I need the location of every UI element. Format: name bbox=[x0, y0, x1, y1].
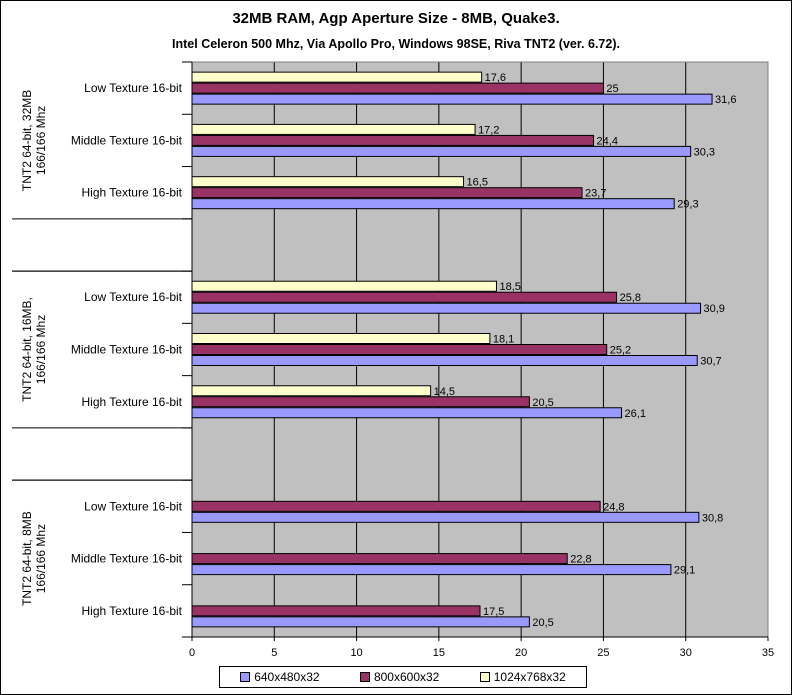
chart-legend: 640x480x32 800x600x32 1024x768x32 bbox=[219, 666, 587, 688]
data-label: 17,6 bbox=[485, 72, 506, 84]
group-label-line: TNT2 64-bit, 8MB bbox=[20, 511, 34, 606]
bar bbox=[191, 344, 608, 355]
data-label: 30,7 bbox=[700, 356, 721, 368]
x-tick-label: 20 bbox=[515, 647, 527, 659]
bar bbox=[191, 407, 623, 419]
data-label: 18,1 bbox=[493, 334, 514, 346]
data-label: 30,8 bbox=[702, 512, 723, 524]
x-tick-label: 30 bbox=[680, 647, 692, 659]
data-label: 16,5 bbox=[467, 177, 488, 189]
legend-label: 640x480x32 bbox=[254, 670, 320, 684]
category-label: High Texture 16-bit bbox=[82, 186, 183, 200]
bar bbox=[191, 511, 700, 523]
data-label: 31,6 bbox=[715, 94, 736, 106]
legend-label: 800x600x32 bbox=[373, 670, 440, 684]
bar bbox=[191, 333, 491, 344]
data-label: 17,2 bbox=[478, 124, 499, 136]
legend-item: 640x480x32 bbox=[240, 670, 320, 684]
category-label: High Texture 16-bit bbox=[82, 395, 183, 409]
legend-swatch bbox=[240, 672, 251, 682]
group-label: TNT2 64-bit, 16MB,166/166 Mhz bbox=[20, 297, 48, 402]
x-tick-label: 25 bbox=[597, 647, 609, 659]
group-label: TNT2 64-bit, 8MB166/166 Mhz bbox=[20, 511, 48, 606]
legend-swatch bbox=[479, 672, 490, 682]
data-label: 22,8 bbox=[570, 554, 591, 566]
group-label-line: 166/166 Mhz bbox=[34, 106, 48, 175]
bar bbox=[191, 134, 595, 146]
bar bbox=[191, 71, 483, 83]
bar bbox=[191, 82, 604, 94]
data-label: 26,1 bbox=[625, 408, 646, 420]
category-label: High Texture 16-bit bbox=[82, 604, 183, 618]
legend-item: 800x600x32 bbox=[359, 670, 440, 684]
x-tick-label: 10 bbox=[350, 647, 362, 659]
bar bbox=[191, 291, 618, 303]
data-label: 25 bbox=[606, 83, 618, 95]
data-label: 30,3 bbox=[694, 146, 715, 158]
data-label: 18,5 bbox=[499, 281, 520, 293]
data-label: 20,5 bbox=[532, 617, 553, 629]
bar bbox=[191, 187, 583, 199]
x-tick-label: 0 bbox=[189, 647, 195, 659]
chart-subtitle: Intel Celeron 500 Mhz, Via Apollo Pro, W… bbox=[172, 37, 620, 51]
category-label: Low Texture 16-bit bbox=[84, 499, 183, 513]
category-label: Middle Texture 16-bit bbox=[71, 552, 183, 566]
category-label: Middle Texture 16-bit bbox=[71, 133, 183, 147]
bar bbox=[191, 93, 713, 105]
x-tick-label: 5 bbox=[271, 647, 277, 659]
group-label-line: TNT2 64-bit, 32MB bbox=[20, 90, 34, 191]
legend-label: 1024x768x32 bbox=[493, 670, 566, 684]
data-label: 29,3 bbox=[677, 199, 698, 211]
group-label-line: TNT2 64-bit, 16MB, bbox=[20, 297, 34, 402]
bar bbox=[191, 123, 476, 135]
legend-item: 1024x768x32 bbox=[479, 670, 566, 684]
data-label: 14,5 bbox=[434, 386, 455, 398]
bar bbox=[191, 176, 465, 188]
x-tick-label: 15 bbox=[433, 647, 445, 659]
legend-swatch bbox=[359, 672, 370, 682]
data-label: 24,4 bbox=[597, 135, 618, 147]
data-label: 23,7 bbox=[585, 188, 606, 200]
data-label: 29,1 bbox=[674, 565, 695, 577]
category-label: Low Texture 16-bit bbox=[84, 81, 183, 95]
data-label: 24,8 bbox=[603, 501, 624, 513]
data-label: 30,9 bbox=[704, 303, 725, 315]
group-label: TNT2 64-bit, 32MB166/166 Mhz bbox=[20, 90, 48, 191]
bar bbox=[191, 500, 601, 512]
data-label: 17,5 bbox=[483, 606, 504, 618]
bar bbox=[191, 396, 530, 408]
bar bbox=[191, 302, 702, 314]
chart-title: 32MB RAM, Agp Aperture Size - 8MB, Quake… bbox=[232, 10, 560, 27]
bar bbox=[191, 605, 481, 617]
group-label-line: 166/166 Mhz bbox=[34, 524, 48, 593]
category-label: Middle Texture 16-bit bbox=[71, 343, 183, 357]
group-label-line: 166/166 Mhz bbox=[34, 315, 48, 384]
data-label: 25,2 bbox=[610, 345, 631, 357]
bar bbox=[191, 198, 675, 210]
bar bbox=[191, 616, 530, 628]
data-label: 25,8 bbox=[620, 292, 641, 304]
bar bbox=[191, 355, 698, 366]
bar bbox=[191, 280, 497, 292]
category-label: Low Texture 16-bit bbox=[84, 290, 183, 304]
data-label: 20,5 bbox=[532, 397, 553, 409]
bar bbox=[191, 145, 692, 157]
bar bbox=[191, 553, 568, 565]
bar bbox=[191, 564, 672, 576]
bar bbox=[191, 385, 432, 397]
x-tick-label: 35 bbox=[762, 647, 774, 659]
